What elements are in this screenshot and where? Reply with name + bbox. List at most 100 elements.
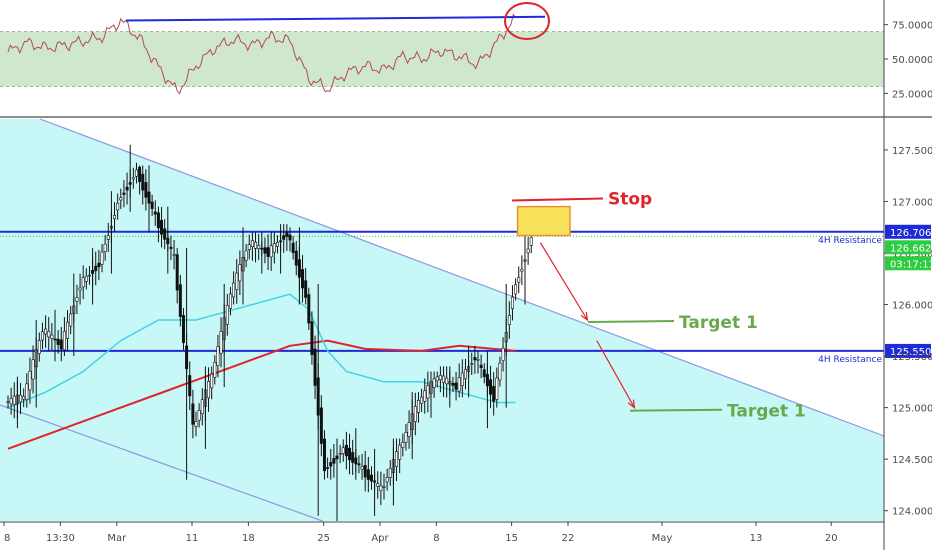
target-label: Target 1 [679, 313, 758, 333]
channel-fill [0, 119, 884, 521]
candle-body [216, 346, 220, 366]
candle-body [9, 398, 13, 405]
candle-body [395, 451, 399, 467]
candle-body [282, 235, 286, 240]
candle-body [294, 250, 298, 266]
candle-body [6, 401, 10, 403]
candle-body [489, 379, 493, 395]
candle-body [438, 375, 442, 381]
candle-body [285, 231, 289, 237]
candle-body [194, 421, 198, 427]
candle-body [219, 331, 223, 354]
candle-body [44, 328, 48, 335]
candle-body [360, 466, 364, 470]
candle-body [341, 447, 345, 454]
candle-body [307, 294, 311, 324]
candle-body [172, 253, 176, 256]
price-panel: 4H Resistance 4H Resistance Stop Target 1 Ta… [0, 118, 885, 522]
candle-body [376, 483, 380, 487]
candle-body [266, 247, 270, 257]
candle-body [420, 396, 424, 404]
slow-moving-average [7, 339, 516, 450]
target-arrow [539, 242, 588, 321]
candle-body [228, 293, 232, 309]
candle-body [451, 383, 455, 386]
price-tick-label: 125.000 [892, 404, 932, 415]
candle-body [463, 369, 467, 380]
target-arrowhead [627, 399, 636, 409]
price-tick-label: 127.500 [892, 146, 932, 157]
candle-body [301, 269, 305, 289]
candle-body [304, 280, 308, 298]
candle-body [476, 358, 480, 361]
candle-body [188, 375, 192, 397]
candle-body [470, 363, 474, 365]
candle-body [138, 166, 142, 182]
candle-body [213, 362, 217, 378]
candle-body [56, 338, 60, 345]
candle-body [457, 377, 461, 392]
candle-body [103, 243, 107, 252]
date-tick-label: 25 [317, 533, 330, 544]
stop-label: Stop [608, 189, 652, 209]
candle-body [275, 242, 279, 247]
candle-body [338, 453, 342, 455]
candle-body [31, 359, 35, 380]
candle-body [310, 321, 314, 355]
candle-body [426, 385, 430, 399]
price-tick-label: 126.500 [892, 249, 932, 260]
candle-body [238, 264, 242, 282]
candle-body [119, 197, 123, 201]
candle-body [134, 169, 138, 177]
candle-body [479, 364, 483, 368]
date-tick-label: 18 [242, 533, 255, 544]
candle-body [263, 247, 267, 254]
candle-body [116, 202, 120, 211]
candle-body [69, 313, 73, 327]
rsi-highlight-circle [504, 2, 550, 40]
candle-body [232, 282, 236, 298]
candle-body [514, 284, 518, 295]
candle-body [244, 250, 248, 261]
candle-body [25, 383, 29, 400]
candle-body [197, 410, 201, 421]
resistance-price-badge [885, 343, 931, 358]
candle-body [144, 182, 148, 198]
candle-body [520, 268, 524, 272]
candle-body [322, 438, 326, 472]
candle-body [326, 467, 330, 469]
candle-body [150, 201, 154, 209]
date-tick-label: 22 [562, 533, 575, 544]
resistance-label: 4H Resistance [818, 236, 882, 246]
candle-body [235, 272, 239, 290]
current-price-badge [885, 240, 931, 255]
candle-body [113, 215, 117, 219]
date-tick-label: Apr [371, 533, 389, 544]
countdown-badge [885, 256, 931, 271]
candle-body [319, 407, 323, 444]
candle-body [122, 192, 126, 195]
candle-body [47, 331, 51, 338]
candle-body [40, 331, 44, 341]
candle-body [153, 211, 157, 215]
candle-body [62, 331, 66, 351]
price-tick-label: 127.000 [892, 197, 932, 208]
rsi-panel [0, 2, 884, 95]
resistance-price-badge [885, 224, 931, 239]
candle-body [81, 277, 85, 288]
candle-body [106, 235, 110, 240]
candle-body [363, 465, 367, 478]
date-tick-label: May [652, 533, 673, 544]
target-arrow [596, 340, 635, 408]
candle-body [175, 254, 179, 291]
candle-body [404, 432, 408, 443]
date-tick-label: 15 [505, 533, 518, 544]
rsi-band [0, 31, 884, 87]
candle-body [416, 400, 420, 413]
resistance-label: 4H Resistance [818, 355, 882, 365]
candle-body [131, 177, 135, 180]
candles [6, 144, 533, 521]
candle-body [210, 373, 214, 389]
